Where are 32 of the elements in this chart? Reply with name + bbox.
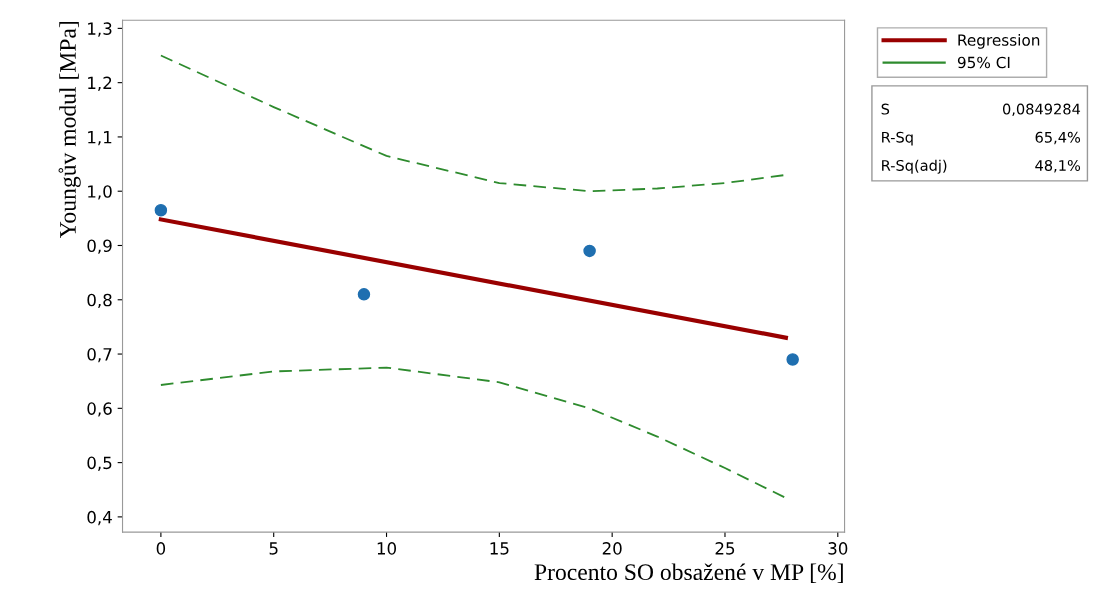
y-tick-label: 1,3	[88, 22, 112, 37]
y-tick-label: 0,5	[87, 456, 112, 471]
point	[583, 244, 596, 258]
y-axis-title: Youngův modul [MPa]	[58, 21, 81, 238]
y-tick-label: 0,8	[87, 293, 112, 309]
x-tick-label: 25	[715, 542, 735, 555]
text: 48,1%	[1035, 159, 1081, 173]
legend-label: 95% CI	[957, 56, 1010, 69]
text: 65,4%	[1035, 131, 1081, 145]
point	[357, 288, 371, 301]
x-tick-label: 15	[490, 542, 509, 555]
text: 0,0849284	[1002, 103, 1081, 117]
y-tick-label: 1,2	[88, 76, 112, 91]
point	[786, 353, 799, 366]
y-tick-label: 1,1	[88, 131, 112, 146]
x-tick-label: 20	[602, 542, 622, 555]
x-tick-label: 0	[156, 542, 166, 555]
y-tick-label: 0,9	[87, 239, 112, 254]
text: R-Sq	[882, 131, 913, 146]
x-tick-label: 30	[828, 542, 848, 555]
point	[154, 203, 168, 217]
line-series	[159, 366, 787, 499]
x-tick-label: 10	[377, 542, 397, 555]
text: R-Sq(adj)	[882, 159, 947, 174]
y-tick-label: 0,4	[87, 510, 112, 526]
y-tick-label: 0,7	[87, 348, 112, 363]
y-tick-label: 1,0	[88, 185, 112, 200]
text: S	[881, 103, 890, 115]
legend-label: Regression	[958, 33, 1040, 49]
x-tick-label: 5	[269, 542, 278, 555]
y-tick-label: 0,6	[87, 402, 112, 417]
x-axis-title: Procento SO obsažené v MP [%]	[534, 563, 843, 584]
